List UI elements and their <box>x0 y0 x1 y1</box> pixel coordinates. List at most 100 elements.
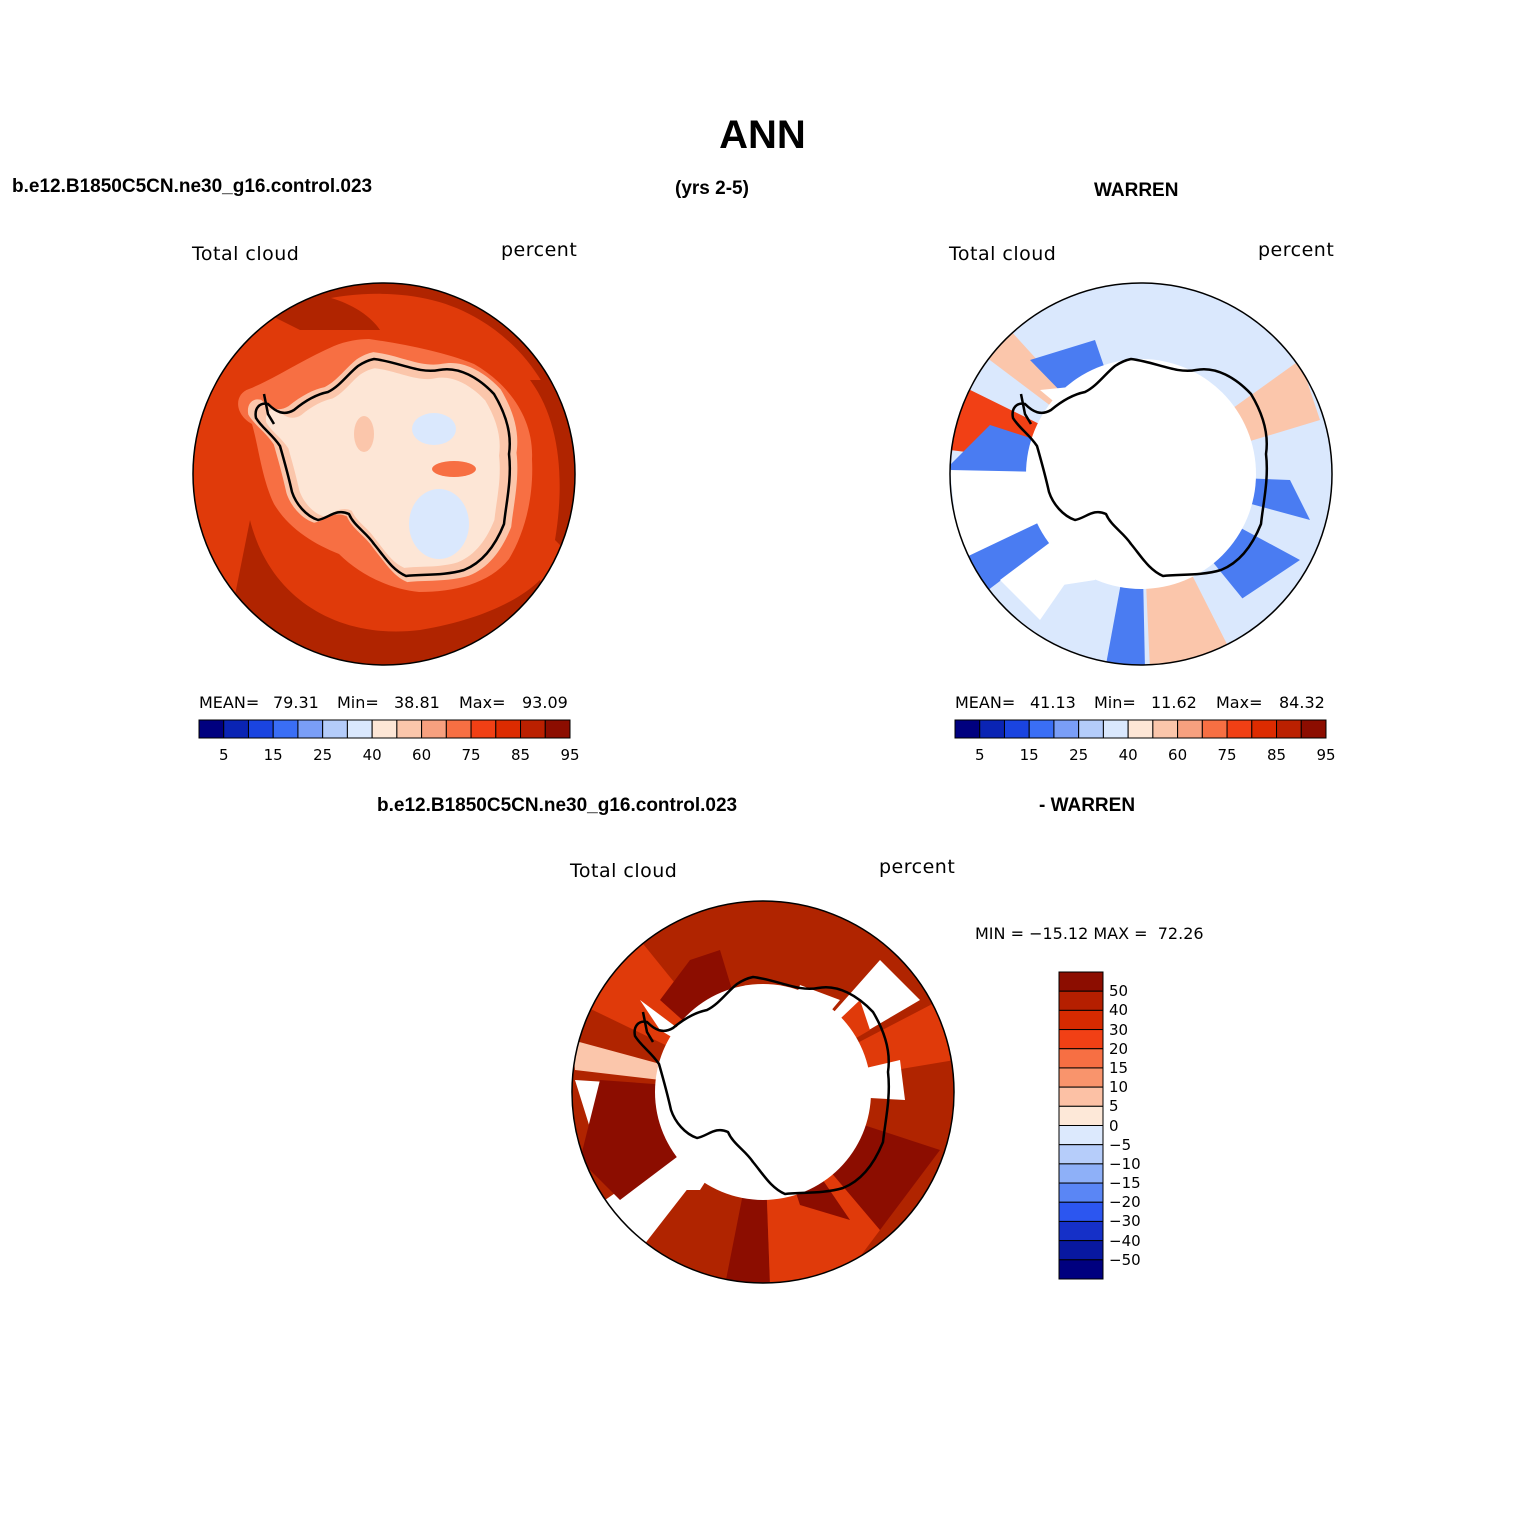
colorbar-swatch <box>1058 1220 1104 1242</box>
panel-model-units-label: percent <box>501 239 578 261</box>
colorbar-swatch <box>1127 719 1154 739</box>
colorbar-swatch <box>1276 719 1302 739</box>
colorbar-swatch <box>272 719 299 739</box>
colorbar-tick-label: 75 <box>1217 746 1237 764</box>
colorbar-tick-label: −5 <box>1109 1135 1132 1154</box>
mean-value: 79.31 <box>273 693 319 712</box>
colorbar-swatch <box>470 719 497 739</box>
colorbar-swatch <box>247 719 274 739</box>
colorbar-tick-label: −40 <box>1109 1231 1141 1250</box>
colorbar-tick-label: −15 <box>1109 1174 1141 1193</box>
colorbar-swatch <box>1226 719 1253 739</box>
colorbar-swatch <box>1058 1086 1104 1107</box>
colorbar-diff <box>1058 971 1104 1280</box>
colorbar-tick-label: 60 <box>1168 746 1188 764</box>
colorbar-tick-label: 30 <box>1109 1020 1129 1039</box>
colorbar-swatch <box>1058 1067 1104 1088</box>
max-value: 84.32 <box>1279 693 1325 712</box>
colorbar-tick-label: 85 <box>510 746 531 764</box>
min-value: 38.81 <box>394 693 440 712</box>
colorbar-swatch <box>1152 719 1179 739</box>
years-header: (yrs 2-5) <box>675 178 749 199</box>
colorbar-swatch <box>1058 1240 1104 1261</box>
colorbar-swatch <box>198 719 225 739</box>
mean-value: 41.13 <box>1030 693 1076 712</box>
colorbar-swatch <box>1058 1009 1104 1031</box>
colorbar-tick-label: 85 <box>1266 746 1287 764</box>
max-value: 93.09 <box>522 693 568 712</box>
colorbar-swatch <box>346 719 373 739</box>
colorbar-swatch <box>1028 719 1055 739</box>
panel-diff-stats: MIN = −15.12 MAX = 72.26 <box>975 924 1204 943</box>
colorbar-swatch <box>1177 719 1203 739</box>
colorbar-swatch <box>421 719 447 739</box>
colorbar-swatch <box>954 719 981 739</box>
map-model <box>193 283 575 665</box>
colorbar-tick-label: 40 <box>1118 746 1138 764</box>
colorbar-tick-label: 0 <box>1109 1116 1119 1135</box>
model-case-header: b.e12.B1850C5CN.ne30_g16.control.023 <box>12 176 373 197</box>
colorbar-swatch <box>1058 971 1104 992</box>
colorbar-swatch <box>1058 990 1104 1011</box>
colorbar-swatch <box>1058 1125 1104 1146</box>
colorbar-tick-label: 40 <box>362 746 382 764</box>
colorbar-swatch <box>297 719 324 739</box>
diff-obs-header: - WARREN <box>1039 795 1136 816</box>
colorbar-swatch <box>1102 719 1129 739</box>
colorbar-swatch <box>396 719 423 739</box>
max-label: Max= <box>459 693 506 712</box>
colorbar-tick-label: 95 <box>560 746 580 764</box>
colorbar-tick-label: 10 <box>1109 1078 1129 1097</box>
diff-case-header: b.e12.B1850C5CN.ne30_g16.control.023 <box>377 795 738 816</box>
mean-label: MEAN= <box>955 693 1016 712</box>
colorbar-swatch <box>495 719 522 739</box>
panel-obs-units-label: percent <box>1258 239 1335 261</box>
colorbar-tick-label: −30 <box>1109 1212 1141 1231</box>
colorbar-swatch <box>1201 719 1228 739</box>
colorbar-swatch <box>544 719 571 739</box>
colorbar-tick-label: 25 <box>1069 746 1089 764</box>
panel-diff-units-label: percent <box>879 856 956 878</box>
colorbar-tick-label: 60 <box>412 746 432 764</box>
colorbar-swatch <box>371 719 398 739</box>
colorbar-tick-label: 20 <box>1109 1039 1129 1058</box>
colorbar-swatch <box>1058 1029 1104 1050</box>
max-label: Max= <box>1216 693 1263 712</box>
colorbar-tick-label: 75 <box>461 746 481 764</box>
colorbar-tick-label: −10 <box>1109 1154 1141 1173</box>
colorbar-swatch <box>1058 1105 1104 1126</box>
obs-header: WARREN <box>1094 180 1179 201</box>
colorbar-tick-label: 25 <box>313 746 333 764</box>
colorbar-tick-label: 40 <box>1109 1001 1129 1020</box>
colorbar-tick-label: −50 <box>1109 1250 1141 1269</box>
colorbar-tick-label: 5 <box>974 746 985 764</box>
colorbar-swatch <box>1058 1144 1104 1165</box>
colorbar-tick-label: 15 <box>1019 746 1039 764</box>
colorbar-swatch <box>322 719 348 739</box>
colorbar-swatch <box>520 719 546 739</box>
colorbar-swatch <box>445 719 472 739</box>
colorbar-swatch <box>1300 719 1327 739</box>
colorbar-tick-label: 5 <box>1109 1097 1119 1116</box>
colorbar-swatch <box>223 719 249 739</box>
colorbar-swatch <box>1078 719 1104 739</box>
colorbar-swatch <box>1058 1163 1104 1184</box>
colorbar-swatch <box>1251 719 1278 739</box>
panel-model-variable-label: Total cloud <box>192 243 300 265</box>
map-diff <box>572 901 954 1283</box>
min-label: Min= <box>1094 693 1136 712</box>
figure-title: ANN <box>719 113 806 157</box>
colorbar-tick-label: 5 <box>218 746 229 764</box>
colorbar-tick-label: 15 <box>263 746 283 764</box>
map-obs <box>950 283 1332 665</box>
min-value: 11.62 <box>1151 693 1197 712</box>
colorbar-swatch <box>1058 1259 1104 1280</box>
panel-obs-variable-label: Total cloud <box>949 243 1057 265</box>
mean-label: MEAN= <box>199 693 260 712</box>
colorbar-tick-label: 50 <box>1109 982 1129 1001</box>
colorbar-swatch <box>1053 719 1080 739</box>
colorbar-swatch <box>1003 719 1030 739</box>
colorbar-obs <box>954 719 1327 739</box>
colorbar-tick-label: −20 <box>1109 1193 1141 1212</box>
